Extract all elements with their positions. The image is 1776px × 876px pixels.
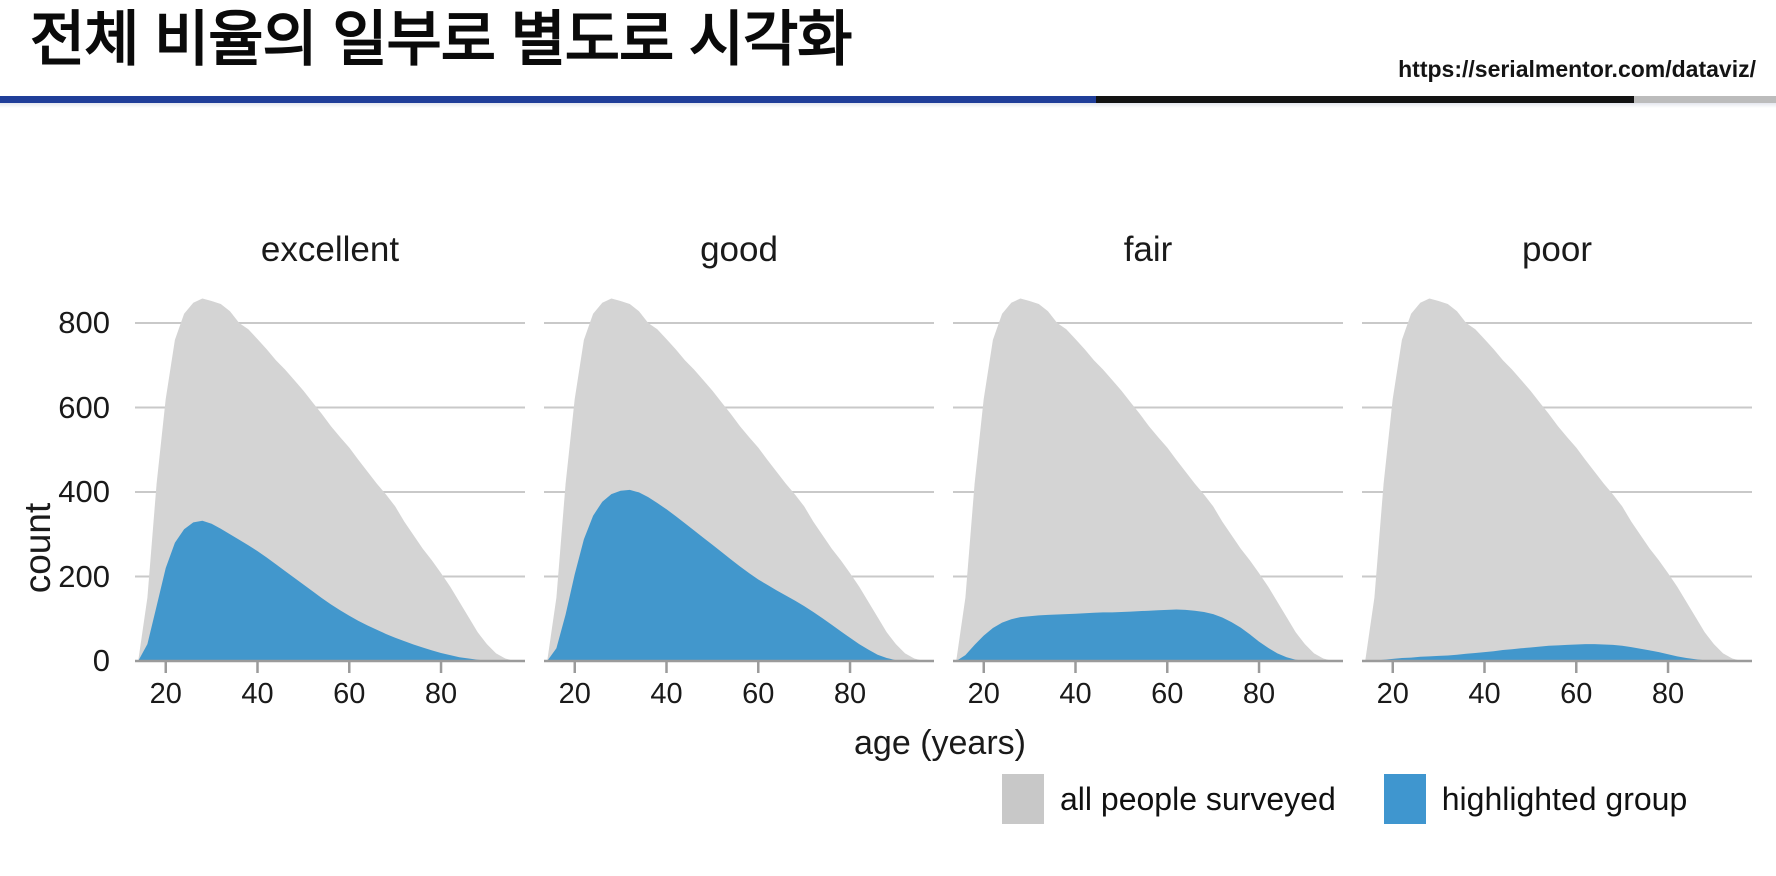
x-tick-label: 20	[559, 678, 591, 710]
x-tick-label: 40	[1468, 678, 1500, 710]
x-tick-label: 60	[1560, 678, 1592, 710]
legend-label-highlighted-group: highlighted group	[1441, 780, 1688, 817]
legend-swatch-all-people-surveyed	[1002, 774, 1044, 824]
source-url: https://serialmentor.com/dataviz/	[1398, 56, 1756, 82]
x-tick-label: 60	[742, 678, 774, 710]
x-tick-label: 80	[425, 678, 457, 710]
x-tick-label: 80	[1652, 678, 1684, 710]
panel-plot: 20 40 60 80	[953, 298, 1343, 710]
x-tick-label: 20	[1377, 678, 1409, 710]
area-all-people-surveyed	[956, 298, 1333, 661]
panel-plot: 20 40 60 80	[135, 298, 525, 710]
x-tick-label: 80	[834, 678, 866, 710]
panel-title: poor	[1521, 230, 1593, 269]
panel-good: good 20 40 60 80	[544, 210, 934, 720]
area-highlighted-group	[547, 489, 924, 661]
legend-label-all-people-surveyed: all people surveyed	[1060, 780, 1336, 817]
y-tick-label: 600	[58, 389, 110, 425]
panel-plot: 20 40 60 80	[1362, 298, 1752, 710]
y-tick-label: 200	[58, 558, 110, 594]
header-divider	[0, 96, 1776, 103]
x-tick-label: 60	[333, 678, 365, 710]
x-tick-label: 20	[968, 678, 1000, 710]
panel-plot: 20 40 60 80	[544, 298, 934, 710]
header-divider-shadow	[0, 103, 1776, 108]
y-tick-label: 0	[92, 643, 110, 678]
legend-item-highlighted-group: highlighted group	[1383, 774, 1688, 824]
x-tick-label: 60	[1151, 678, 1183, 710]
panel-title: good	[700, 230, 778, 269]
x-tick-label: 40	[241, 678, 273, 710]
area-all-people-surveyed	[1365, 298, 1742, 661]
panel-poor: poor 20 40 60 80	[1362, 210, 1752, 720]
panel-title: fair	[1123, 230, 1173, 269]
x-tick-label: 40	[650, 678, 682, 710]
legend-swatch-highlighted-group	[1383, 774, 1426, 824]
legend-item-all-people-surveyed: all people surveyed	[1002, 774, 1336, 824]
y-tick-label: 400	[58, 474, 110, 509]
panel-title: excellent	[260, 230, 400, 269]
panel-excellent: excellent 20 40 60 80	[135, 210, 525, 720]
area-highlighted-group	[1365, 644, 1742, 661]
x-tick-label: 20	[150, 678, 182, 710]
x-axis-title: age (years)	[854, 724, 1026, 762]
area-highlighted-group	[956, 609, 1333, 661]
area-highlighted-group	[138, 520, 515, 661]
page-title: 전체 비율의 일부로 별도로 시각화	[30, 6, 852, 73]
x-tick-label: 40	[1059, 678, 1091, 710]
panel-fair: fair 20 40 60 80	[953, 210, 1343, 720]
y-tick-label: 800	[58, 305, 110, 340]
legend: all people surveyed highlighted group	[1002, 774, 1687, 824]
x-tick-label: 80	[1243, 678, 1275, 710]
